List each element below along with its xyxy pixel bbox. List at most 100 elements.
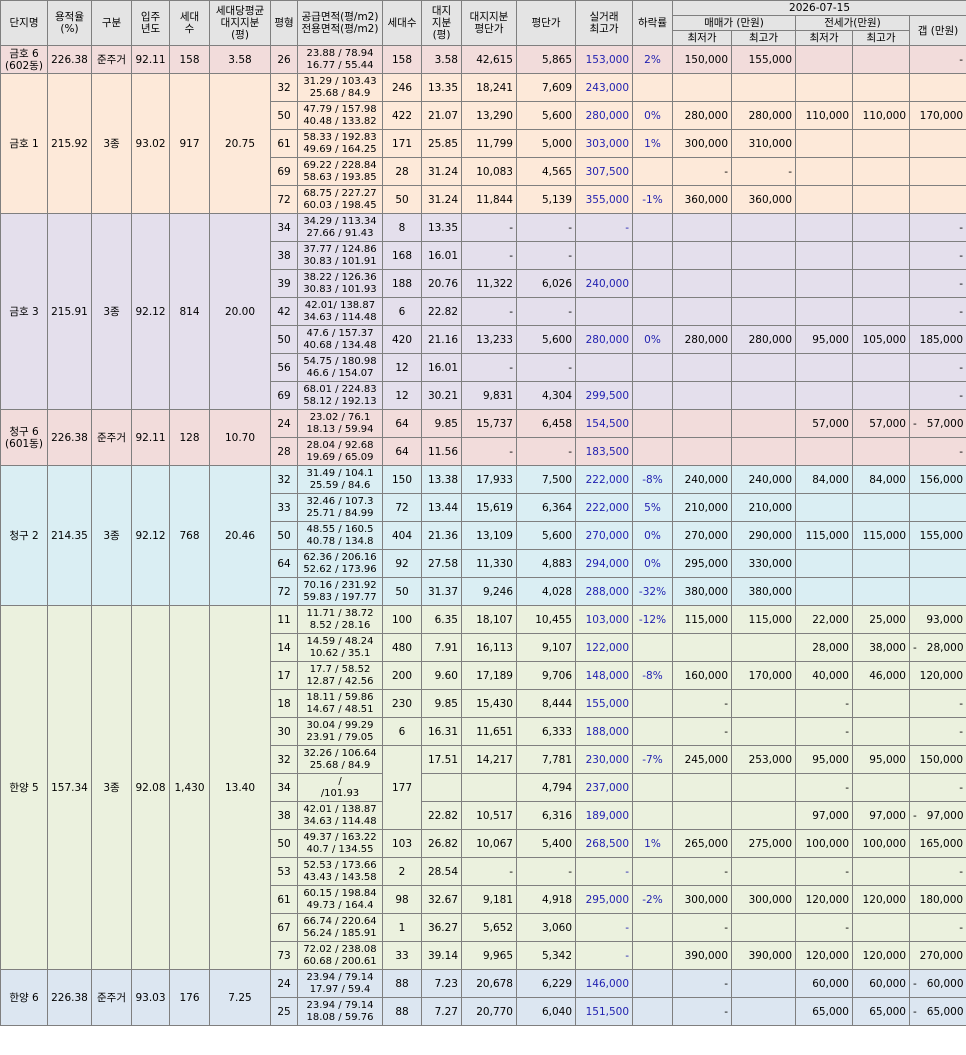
price: 6,026 — [516, 269, 576, 298]
complex-kind: 3종 — [91, 465, 132, 606]
jeonse-min: 57,000 — [795, 409, 853, 438]
unit-households: 6 — [382, 297, 422, 326]
jeonse-min: 97,000 — [795, 801, 853, 830]
column-header: 세대 수 — [169, 0, 210, 46]
jeonse-max — [852, 269, 910, 298]
jeonse-min — [795, 185, 853, 214]
jeonse-max: 57,000 — [852, 409, 910, 438]
complex-far: 214.35 — [47, 465, 92, 606]
land-price: 20,770 — [461, 997, 517, 1026]
land-price: 15,619 — [461, 493, 517, 522]
drop-rate: -7% — [632, 745, 673, 774]
land: 36.27 — [421, 913, 462, 942]
column-header: 입주 년도 — [131, 0, 170, 46]
drop-rate — [632, 381, 673, 410]
sale-min: 380,000 — [672, 577, 732, 606]
pyeong: 38 — [270, 801, 298, 830]
unit-households: 188 — [382, 269, 422, 298]
sale-min — [672, 213, 732, 242]
jeonse-max — [852, 577, 910, 606]
jeonse-min — [795, 577, 853, 606]
gap: 93,000 — [908, 605, 966, 634]
drop-rate — [632, 437, 673, 466]
exclusive-area: 14.67 / 48.51 — [306, 703, 374, 715]
price: 4,794 — [516, 773, 576, 802]
exclusive-area: 58.12 / 192.13 — [303, 395, 377, 407]
gap — [908, 185, 966, 214]
price: 7,609 — [516, 73, 576, 102]
sale-max — [731, 997, 796, 1026]
area: 17.7 / 58.52 12.87 / 42.56 — [297, 661, 383, 690]
column-header: 실거래 최고가 — [575, 0, 633, 46]
pyeong: 26 — [270, 45, 298, 74]
max-deal: 153,000 — [575, 45, 633, 74]
area: 38.22 / 126.36 30.83 / 101.93 — [297, 269, 383, 298]
sale-max: 330,000 — [731, 549, 796, 578]
land-price: - — [461, 353, 517, 382]
unit-households: 171 — [382, 129, 422, 158]
price: 5,400 — [516, 829, 576, 858]
exclusive-area: 30.83 / 101.93 — [303, 283, 377, 295]
complex-kind: 3종 — [91, 213, 132, 410]
unit-households: 50 — [382, 185, 422, 214]
drop-rate: 2% — [632, 45, 673, 74]
jeonse-min: 40,000 — [795, 661, 853, 690]
max-deal: 189,000 — [575, 801, 633, 830]
land: 22.82 — [421, 801, 462, 830]
complex-kind: 준주거 — [91, 409, 132, 466]
gap: 150,000 — [908, 745, 966, 774]
sale-max — [731, 689, 796, 718]
land-price: 13,290 — [461, 101, 517, 130]
column-header: 세대수 — [382, 0, 422, 46]
land: 3.58 — [421, 45, 462, 74]
land-price: 10,517 — [461, 801, 517, 830]
max-deal: 280,000 — [575, 101, 633, 130]
land: 16.01 — [421, 353, 462, 382]
drop-rate: 0% — [632, 549, 673, 578]
max-deal: 299,500 — [575, 381, 633, 410]
unit-households: 480 — [382, 633, 422, 662]
supply-area: 60.15 / 198.84 — [303, 887, 377, 899]
supply-area: 31.29 / 103.43 — [303, 75, 377, 87]
price: 4,883 — [516, 549, 576, 578]
unit-households: 33 — [382, 941, 422, 970]
supply-area: 42.01 / 138.87 — [303, 803, 377, 815]
price: 5,865 — [516, 45, 576, 74]
sale-max — [731, 717, 796, 746]
complex-name: 청구 6 (601동) — [0, 409, 48, 466]
sale-header: 매매가 (만원) — [672, 15, 796, 31]
area: 66.74 / 220.64 56.24 / 185.91 — [297, 913, 383, 942]
exclusive-area: 25.71 / 84.99 — [306, 507, 374, 519]
land-price: 10,083 — [461, 157, 517, 186]
sale-min: 115,000 — [672, 605, 732, 634]
complex-name: 금호 3 — [0, 213, 48, 410]
gap: 156,000 — [908, 465, 966, 494]
drop-rate — [632, 269, 673, 298]
exclusive-area: 56.24 / 185.91 — [303, 927, 377, 939]
area: 23.88 / 78.94 16.77 / 55.44 — [297, 45, 383, 74]
gap: - 60,000 — [908, 969, 966, 998]
area: 14.59 / 48.24 10.62 / 35.1 — [297, 633, 383, 662]
column-header: 용적율 (%) — [47, 0, 92, 46]
land: 9.60 — [421, 661, 462, 690]
supply-area: 42.01/ 138.87 — [304, 299, 376, 311]
pyeong: 18 — [270, 689, 298, 718]
exclusive-area: /101.93 — [320, 787, 360, 799]
land-price: 13,233 — [461, 325, 517, 354]
price: - — [516, 857, 576, 886]
drop-rate — [632, 689, 673, 718]
land: 13.38 — [421, 465, 462, 494]
unit-households: 158 — [382, 45, 422, 74]
land-price: 18,241 — [461, 73, 517, 102]
max-deal: 222,000 — [575, 493, 633, 522]
drop-rate — [632, 857, 673, 886]
supply-area: 62.36 / 206.16 — [303, 551, 377, 563]
jeonse-min: 65,000 — [795, 997, 853, 1026]
sale-min — [672, 437, 732, 466]
complex-year: 92.12 — [131, 213, 170, 410]
land-price: - — [461, 213, 517, 242]
complex-land: 20.46 — [209, 465, 271, 606]
area: 18.11 / 59.86 14.67 / 48.51 — [297, 689, 383, 718]
area: 68.75 / 227.27 60.03 / 198.45 — [297, 185, 383, 214]
header-row: 매매가 (만원) 전세가(만원) 갭 (만원) — [1, 15, 966, 46]
